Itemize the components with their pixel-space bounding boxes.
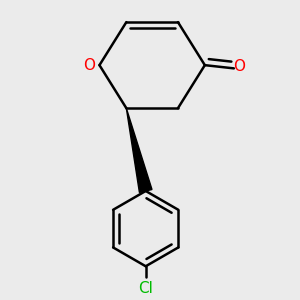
- Polygon shape: [126, 108, 152, 192]
- Text: Cl: Cl: [138, 281, 153, 296]
- Text: O: O: [233, 59, 245, 74]
- Text: O: O: [83, 58, 95, 73]
